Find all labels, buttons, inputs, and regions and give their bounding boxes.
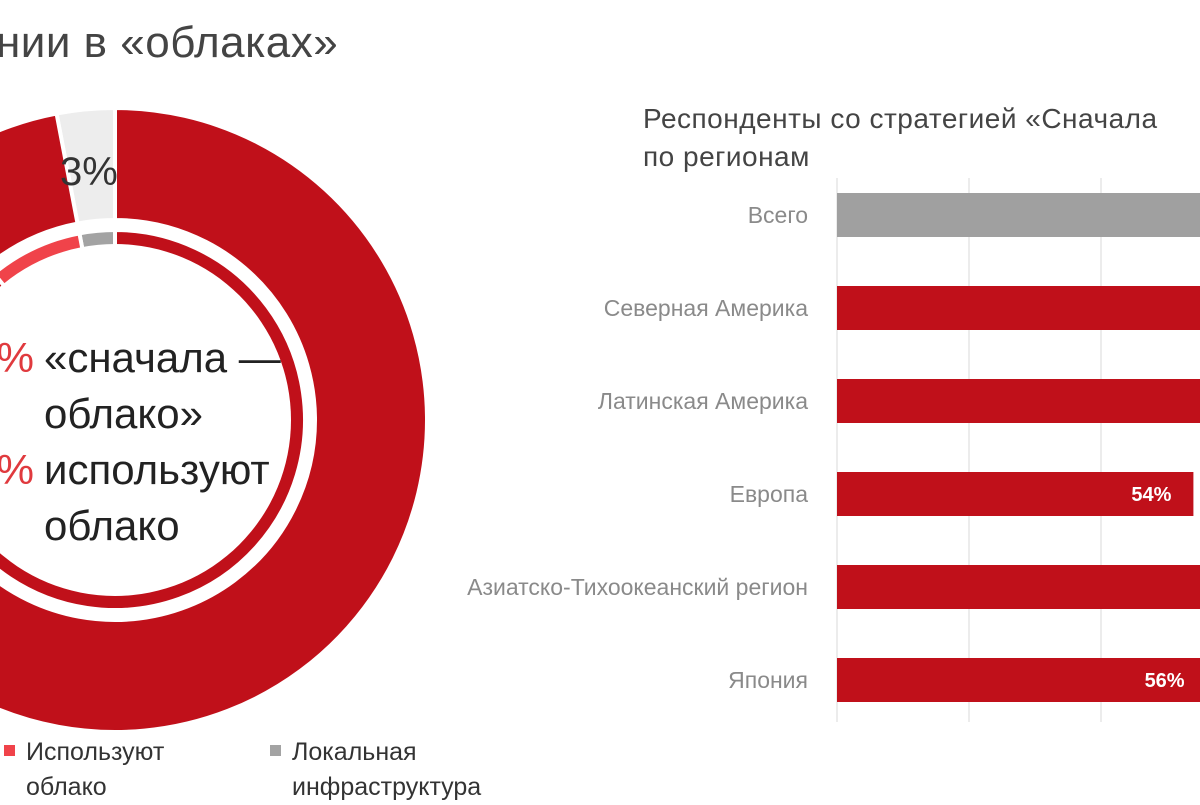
page-title: нии в «облаках»	[0, 18, 339, 67]
outer-ring-label: 3%	[60, 150, 118, 194]
bar-5	[837, 658, 1200, 702]
bar-1	[837, 286, 1200, 330]
cloud-first-percent: %	[0, 334, 34, 381]
legend-swatch-uses-cloud	[4, 745, 15, 756]
legend-label-local-line1: Локальная	[292, 738, 417, 766]
uses-cloud-text-line2: облако	[44, 502, 180, 549]
donut-slice-outer	[0, 105, 429, 734]
legend-label-uses-cloud-line2: облако	[26, 773, 107, 801]
center-line-cloud-first: % «сначала —	[0, 330, 330, 386]
donut-chart	[0, 105, 429, 734]
donut-hole	[0, 244, 291, 596]
uses-cloud-percent: %	[0, 446, 34, 493]
category-label: Северная Америка	[604, 295, 808, 321]
category-label: Латинская Америка	[598, 388, 808, 414]
legend-swatch-local-infrastructure	[270, 745, 281, 756]
bar-chart-title: Респонденты со стратегией «Сначала по ре…	[643, 100, 1158, 176]
bar-4	[837, 565, 1200, 609]
bar-2	[837, 379, 1200, 423]
category-label: Япония	[728, 667, 808, 693]
donut-center-text: % «сначала — облако» % используют облако	[0, 330, 330, 554]
bar-chart-title-line1: Респонденты со стратегией «Сначала	[643, 103, 1158, 134]
bar-0	[837, 193, 1200, 237]
data-label: 54%	[1131, 484, 1171, 506]
cloud-first-text-line1: «сначала —	[44, 334, 281, 381]
category-label: Европа	[730, 481, 809, 507]
category-label: Азиатско-Тихоокеанский регион	[467, 574, 808, 600]
data-label: 56%	[1145, 670, 1185, 692]
legend-label-uses-cloud-line1: Используют	[26, 738, 165, 766]
bar-3	[837, 472, 1194, 516]
legend-item-uses-cloud: Используют облако	[4, 735, 164, 805]
cloud-first-text-line2: облако»	[44, 390, 203, 437]
bar-chart-title-line2: по регионам	[643, 141, 810, 172]
uses-cloud-text-line1: используют	[44, 446, 270, 493]
legend-label-local-line2: инфраструктура	[292, 773, 482, 801]
legend-item-local-infrastructure: Локальная инфраструктура	[270, 735, 481, 805]
category-label: Всего	[748, 202, 808, 228]
center-line-uses-cloud: % используют	[0, 442, 330, 498]
